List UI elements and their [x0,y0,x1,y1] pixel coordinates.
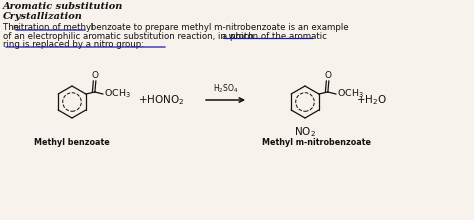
Text: $\mathregular{OCH_3}$: $\mathregular{OCH_3}$ [104,88,131,100]
Text: The: The [3,23,22,32]
Text: a proton of the aromatic: a proton of the aromatic [222,31,327,40]
Text: Aromatic substitution: Aromatic substitution [3,2,123,11]
Text: ring is replaced by a nitro group:: ring is replaced by a nitro group: [3,40,144,49]
Text: $\mathregular{+ H_2O}$: $\mathregular{+ H_2O}$ [356,93,387,107]
Text: nitration of methyl: nitration of methyl [13,23,93,32]
Text: Crystallization: Crystallization [3,12,83,21]
Text: $\mathregular{OCH_3}$: $\mathregular{OCH_3}$ [337,88,364,100]
Text: O: O [91,71,99,80]
Text: $\mathregular{+ HONO_2}$: $\mathregular{+ HONO_2}$ [138,93,184,107]
Text: benzoate to prepare methyl m-nitrobenzoate is an example: benzoate to prepare methyl m-nitrobenzoa… [88,23,348,32]
Text: O: O [324,71,331,80]
Text: of an electrophilic aromatic substitution reaction, in which: of an electrophilic aromatic substitutio… [3,31,256,40]
Text: $\mathregular{NO_2}$: $\mathregular{NO_2}$ [294,125,316,139]
Text: Methyl benzoate: Methyl benzoate [34,138,110,147]
Text: Methyl m-nitrobenzoate: Methyl m-nitrobenzoate [263,138,372,147]
Text: $\mathregular{H_2SO_4}$: $\mathregular{H_2SO_4}$ [213,82,238,95]
